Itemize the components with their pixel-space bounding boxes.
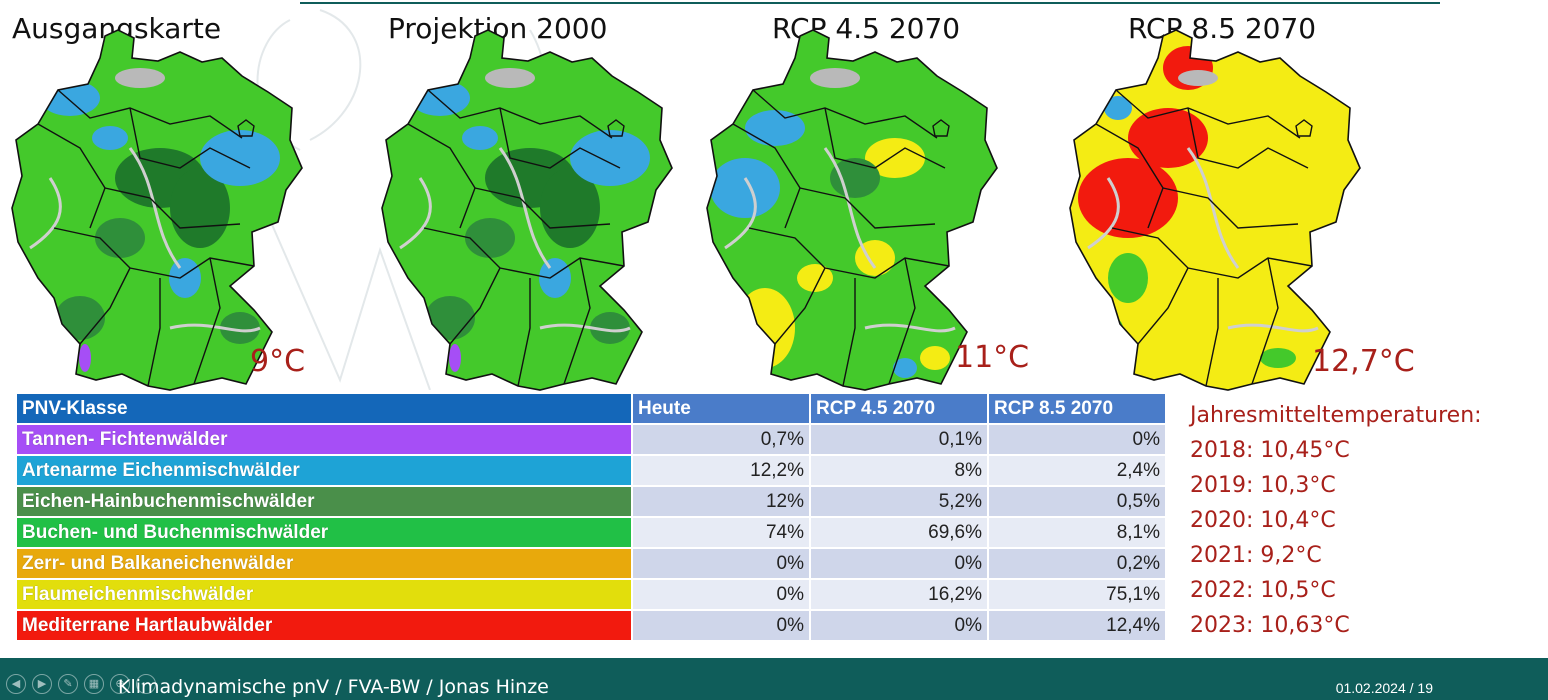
table-row: Zerr- und Balkaneichenwälder 0% 0% 0,2% (17, 549, 1165, 578)
value-rcp85: 2,4% (989, 456, 1165, 485)
value-rcp45: 5,2% (811, 487, 987, 516)
value-heute: 0% (633, 580, 809, 609)
annual-temperature-panel: Jahresmitteltemperaturen: 2018: 10,45°C … (1190, 403, 1482, 648)
table-row: Buchen- und Buchenmischwälder 74% 69,6% … (17, 518, 1165, 547)
pen-icon[interactable]: ✎ (58, 674, 78, 694)
footer-date-page: 01.02.2024 / 19 (1335, 680, 1433, 696)
header-rcp45: RCP 4.5 2070 (811, 394, 987, 423)
value-rcp45: 16,2% (811, 580, 987, 609)
value-rcp45: 8% (811, 456, 987, 485)
value-rcp45: 0,1% (811, 425, 987, 454)
next-slide-icon[interactable]: ▶ (32, 674, 52, 694)
annual-temperature-item: 2020: 10,4°C (1190, 508, 1336, 533)
map-rcp45 (706, 29, 998, 391)
pnv-table: PNV-Klasse Heute RCP 4.5 2070 RCP 8.5 20… (15, 392, 1167, 642)
value-heute: 0,7% (633, 425, 809, 454)
footer-bar: ◀ ▶ ✎ ▦ ⊕ ⋯ Klimadynamische pnV / FVA-BW… (0, 658, 1548, 700)
temp-label-ausgangskarte: 9°C (250, 344, 306, 379)
annual-temperature-item: 2018: 10,45°C (1190, 438, 1350, 463)
value-heute: 74% (633, 518, 809, 547)
slide-nav-controls: ◀ ▶ ✎ ▦ ⊕ ⋯ (6, 674, 156, 694)
value-rcp45: 0% (811, 549, 987, 578)
map-rcp85 (1069, 29, 1361, 391)
table-row: Eichen-Hainbuchenmischwälder 12% 5,2% 0,… (17, 487, 1165, 516)
value-rcp85: 0,2% (989, 549, 1165, 578)
value-rcp85: 12,4% (989, 611, 1165, 640)
pnv-class-label: Artenarme Eichenmischwälder (17, 456, 631, 485)
map-ausgangskarte (11, 29, 303, 391)
value-heute: 0% (633, 549, 809, 578)
table-row: Mediterrane Hartlaubwälder 0% 0% 12,4% (17, 611, 1165, 640)
footer-title: Klimadynamische pnV / FVA-BW / Jonas Hin… (118, 676, 549, 698)
top-divider-line (300, 2, 1440, 4)
annual-temperature-item: 2022: 10,5°C (1190, 578, 1336, 603)
table-row: Tannen- Fichtenwälder 0,7% 0,1% 0% (17, 425, 1165, 454)
zoom-icon[interactable]: ⊕ (110, 674, 130, 694)
map-title-rcp85: RCP 8.5 2070 (1128, 12, 1317, 45)
value-rcp85: 0% (989, 425, 1165, 454)
annual-temperature-item: 2023: 10,63°C (1190, 613, 1350, 638)
pnv-class-label: Buchen- und Buchenmischwälder (17, 518, 631, 547)
annual-temperature-title: Jahresmitteltemperaturen: (1190, 403, 1482, 428)
annual-temperature-item: 2019: 10,3°C (1190, 473, 1336, 498)
value-rcp45: 0% (811, 611, 987, 640)
table-row: Artenarme Eichenmischwälder 12,2% 8% 2,4… (17, 456, 1165, 485)
pnv-class-label: Eichen-Hainbuchenmischwälder (17, 487, 631, 516)
pnv-class-label: Mediterrane Hartlaubwälder (17, 611, 631, 640)
value-heute: 0% (633, 611, 809, 640)
value-heute: 12% (633, 487, 809, 516)
value-rcp85: 0,5% (989, 487, 1165, 516)
table-row: Flaumeichenmischwälder 0% 16,2% 75,1% (17, 580, 1165, 609)
value-rcp85: 8,1% (989, 518, 1165, 547)
temp-label-rcp45: 11°C (955, 340, 1030, 375)
header-pnv-klasse: PNV-Klasse (17, 394, 631, 423)
map-projektion-2000 (381, 29, 673, 391)
pnv-class-label: Flaumeichenmischwälder (17, 580, 631, 609)
value-rcp85: 75,1% (989, 580, 1165, 609)
pnv-class-label: Zerr- und Balkaneichenwälder (17, 549, 631, 578)
slides-overview-icon[interactable]: ▦ (84, 674, 104, 694)
annual-temperature-item: 2021: 9,2°C (1190, 543, 1322, 568)
more-options-icon[interactable]: ⋯ (136, 674, 156, 694)
value-rcp45: 69,6% (811, 518, 987, 547)
header-rcp85: RCP 8.5 2070 (989, 394, 1165, 423)
previous-slide-icon[interactable]: ◀ (6, 674, 26, 694)
temp-label-rcp85: 12,7°C (1312, 344, 1415, 379)
pnv-class-label: Tannen- Fichtenwälder (17, 425, 631, 454)
pnv-table-header: PNV-Klasse Heute RCP 4.5 2070 RCP 8.5 20… (17, 394, 1165, 423)
value-heute: 12,2% (633, 456, 809, 485)
header-heute: Heute (633, 394, 809, 423)
